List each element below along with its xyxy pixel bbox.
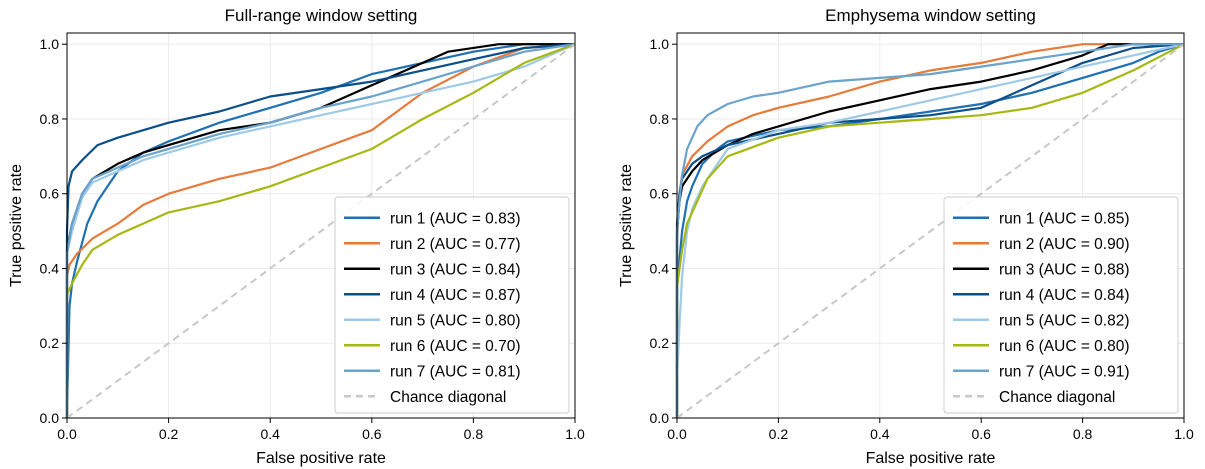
y-axis-label: True positive rate xyxy=(618,164,635,287)
roc-panel-full-range: Full-range window setting 0.0 0.2 0.4 0.6 0.… xyxy=(8,6,585,467)
legend-entry: run 1 (AUC = 0.83) xyxy=(390,210,521,227)
legend-entry: run 3 (AUC = 0.84) xyxy=(390,261,521,278)
legend-entry: run 7 (AUC = 0.91) xyxy=(999,363,1130,380)
series-line-run-5 xyxy=(675,43,1185,418)
series-line-run-6 xyxy=(675,43,1185,418)
series-line-run-5 xyxy=(65,43,576,418)
y-tick-label: 0.4 xyxy=(40,260,60,276)
x-axis-label: False positive rate xyxy=(866,450,996,467)
x-tick-label: 0.0 xyxy=(667,426,687,442)
chance-diagonal-line xyxy=(66,43,576,419)
y-tick-label: 0.0 xyxy=(650,410,670,426)
legend-entry: run 5 (AUC = 0.80) xyxy=(390,312,521,329)
x-tick-label: 0.2 xyxy=(769,426,789,442)
x-tick-label: 0.4 xyxy=(260,426,280,442)
x-tick-label: 0.6 xyxy=(971,426,991,442)
legend-box xyxy=(334,196,570,414)
legend-entry: run 2 (AUC = 0.77) xyxy=(390,236,521,253)
series-layer xyxy=(65,43,576,419)
y-tick-label: 0.8 xyxy=(650,111,670,127)
x-axis-ticks: 0.0 0.2 0.4 0.6 0.8 1.0 xyxy=(57,418,585,442)
y-tick-label: 0.0 xyxy=(40,410,60,426)
legend-entry: run 5 (AUC = 0.82) xyxy=(999,312,1130,329)
roc-panel-emphysema: Emphysema window setting 0.0 0.2 0.4 0.6 0.8… xyxy=(618,6,1194,467)
series-line-run-6 xyxy=(65,43,576,418)
x-tick-label: 0.8 xyxy=(464,426,484,442)
chart-title: Emphysema window setting xyxy=(825,6,1036,25)
chart-title: Full-range window setting xyxy=(225,6,418,25)
y-axis-ticks: 0.0 0.2 0.4 0.6 0.8 1.0 xyxy=(40,36,67,426)
x-tick-label: 0.4 xyxy=(870,426,890,442)
y-tick-label: 1.0 xyxy=(40,36,60,52)
legend-entry: run 2 (AUC = 0.90) xyxy=(999,236,1130,253)
series-line-run-2 xyxy=(65,43,576,418)
legend-entry: run 3 (AUC = 0.88) xyxy=(999,261,1130,278)
legend-entry: run 7 (AUC = 0.81) xyxy=(390,363,521,380)
legend-entry: run 6 (AUC = 0.80) xyxy=(999,338,1130,355)
x-axis-label: False positive rate xyxy=(256,450,386,467)
legend: run 1 (AUC = 0.85) run 2 (AUC = 0.90) run … xyxy=(943,196,1179,414)
series-line-run-7 xyxy=(675,43,1184,418)
x-tick-label: 1.0 xyxy=(1174,426,1194,442)
legend-box xyxy=(943,196,1179,414)
legend-entry: run 1 (AUC = 0.85) xyxy=(999,210,1130,227)
y-tick-label: 0.6 xyxy=(40,186,60,202)
chance-diagonal-line xyxy=(676,43,1185,419)
x-tick-label: 0.6 xyxy=(362,426,382,442)
x-tick-label: 0.8 xyxy=(1073,426,1093,442)
x-tick-label: 0.2 xyxy=(159,426,179,442)
y-axis-label: True positive rate xyxy=(8,164,25,287)
legend-entry: Chance diagonal xyxy=(390,389,506,406)
y-tick-label: 1.0 xyxy=(650,36,670,52)
x-tick-label: 1.0 xyxy=(565,426,585,442)
x-axis-ticks: 0.0 0.2 0.4 0.6 0.8 1.0 xyxy=(667,418,1194,442)
legend-entry: run 6 (AUC = 0.70) xyxy=(390,338,521,355)
plot-frame xyxy=(66,32,576,419)
series-layer xyxy=(675,43,1185,419)
y-axis-ticks: 0.0 0.2 0.4 0.6 0.8 1.0 xyxy=(650,36,677,426)
x-tick-label: 0.0 xyxy=(57,426,77,442)
plot-frame xyxy=(676,32,1185,419)
y-tick-label: 0.4 xyxy=(650,260,670,276)
y-tick-label: 0.2 xyxy=(650,335,670,351)
y-tick-label: 0.2 xyxy=(40,335,60,351)
series-line-run-4 xyxy=(65,43,576,418)
legend-entry: run 4 (AUC = 0.84) xyxy=(999,287,1130,304)
y-tick-label: 0.8 xyxy=(40,111,60,127)
legend-entry: run 4 (AUC = 0.87) xyxy=(390,287,521,304)
series-line-run-7 xyxy=(65,43,576,418)
y-tick-label: 0.6 xyxy=(650,186,670,202)
legend: run 1 (AUC = 0.83) run 2 (AUC = 0.77) run … xyxy=(334,196,570,414)
legend-entry: Chance diagonal xyxy=(999,389,1115,406)
